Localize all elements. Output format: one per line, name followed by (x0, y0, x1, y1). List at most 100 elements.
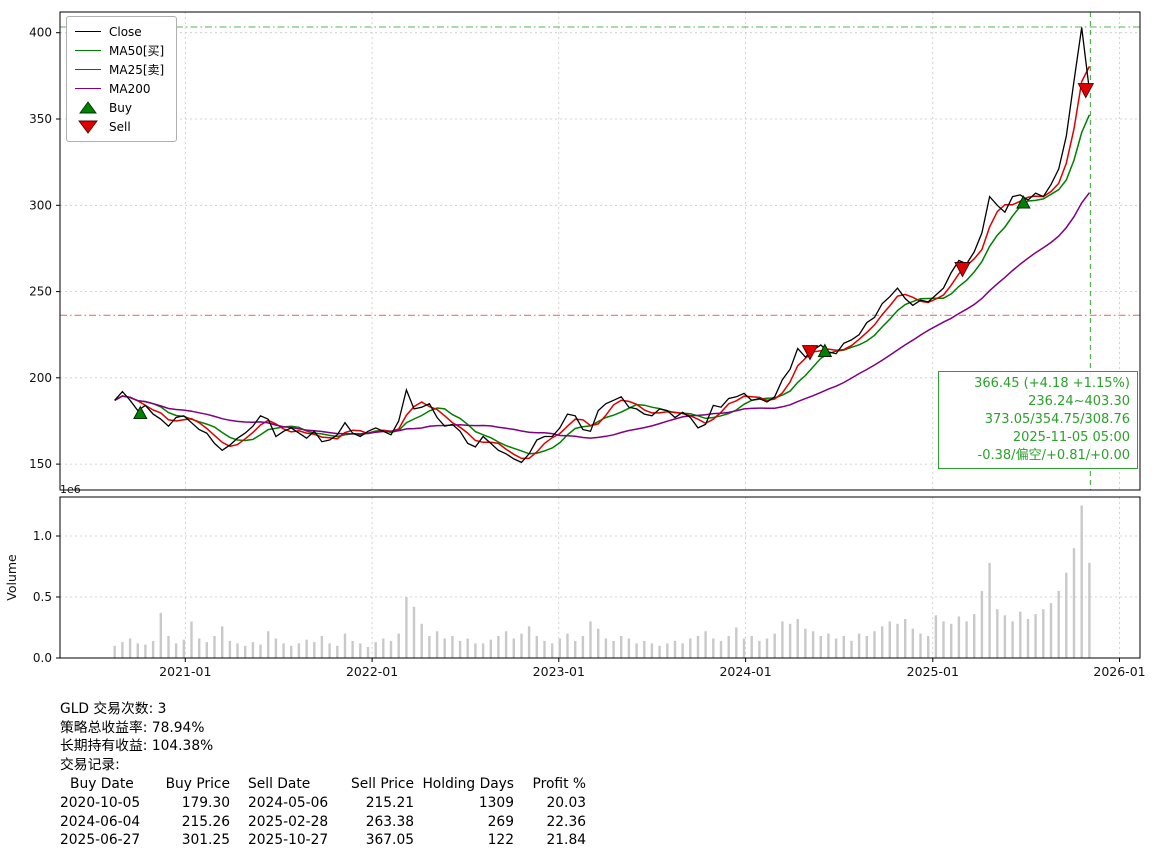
volume-bar (481, 643, 485, 658)
volume-bar (328, 643, 331, 658)
volume-bar (520, 633, 523, 658)
trade-record-cell: 22.36 (546, 813, 587, 830)
volume-bar (904, 619, 907, 658)
volume-bar (228, 640, 232, 658)
volume-bar (1042, 609, 1045, 658)
ma50-line-swatch (75, 50, 101, 51)
volume-bar (658, 645, 661, 658)
volume-bar (896, 623, 899, 658)
volume-bar (612, 640, 615, 658)
volume-axis-title: Volume (4, 554, 19, 601)
trade-record-cell: 1309 (478, 794, 514, 811)
volume-bar (666, 643, 669, 658)
volume-tick-label: 1.0 (33, 529, 52, 543)
legend-label: MA25[卖] (109, 63, 165, 77)
volume-bar (244, 645, 247, 658)
col-holding-days: Holding Days (422, 776, 514, 793)
trade-record-row: 2020-10-05 179.30 2024-05-06 215.21 1309 20.0… (60, 794, 586, 813)
volume-bar (735, 627, 738, 658)
x-tick-label: 2025-01 (907, 664, 959, 679)
volume-bar (934, 615, 938, 658)
col-profit-pct: Profit % (532, 776, 586, 793)
legend-item-buy: Buy (75, 98, 164, 117)
col-buy-price: Buy Price (165, 776, 230, 793)
volume-bar (566, 633, 569, 658)
volume-bar (190, 621, 193, 658)
annotation-ma-values: 373.05/354.75/308.76 (984, 412, 1130, 427)
volume-bar (1026, 619, 1030, 658)
y-tick-label: 300 (29, 198, 52, 212)
volume-bar (788, 623, 792, 658)
volume-bar (950, 623, 953, 658)
legend-item-ma25: MA25[卖] (75, 60, 164, 79)
volume-bar (1011, 621, 1014, 658)
volume-bar (167, 636, 170, 658)
volume-bar (765, 638, 769, 658)
sell-triangle-icon (78, 120, 98, 134)
volume-bar (581, 636, 585, 658)
summary-hold-return: 长期持有收益: 104.38% (60, 738, 214, 755)
ma200-line-swatch (75, 88, 101, 89)
volume-bar (1049, 603, 1053, 658)
legend-item-sell: Sell (75, 117, 164, 136)
volume-bar (704, 631, 707, 658)
trade-record-cell: 215.21 (365, 794, 414, 811)
trade-record-cell: 2025-06-27 (60, 832, 141, 849)
volume-bar (1003, 615, 1007, 658)
volume-bar (527, 626, 531, 658)
volume-bar (643, 640, 646, 658)
trade-table: Buy Date Buy Price Sell Date Sell Price … (60, 775, 586, 849)
volume-bar (182, 639, 185, 658)
volume-bar (213, 636, 216, 658)
volume-bar (627, 638, 631, 658)
price-plot-border (59, 11, 1141, 491)
volume-bar (819, 636, 822, 658)
legend-label: Close (109, 24, 142, 39)
y-tick-label: 250 (29, 285, 52, 299)
col-sell-price: Sell Price (351, 776, 414, 793)
buy-marker (1016, 195, 1031, 209)
volume-bar (351, 640, 354, 658)
volume-bar (865, 636, 868, 658)
volume-bar (389, 640, 393, 658)
y-tick-label: 400 (29, 26, 52, 40)
volume-bar (689, 638, 692, 658)
volume-bar (996, 609, 999, 658)
trade-record-cell: 301.25 (181, 832, 230, 849)
buy-marker (133, 405, 148, 420)
volume-bar (827, 633, 830, 658)
buy-marker (817, 343, 833, 357)
trade-record-cell: 179.30 (181, 794, 230, 811)
volume-bar (151, 640, 155, 658)
volume-bar (1080, 505, 1083, 658)
summary-strategy-return: 策略总收益率: 78.94% (60, 719, 205, 736)
legend-label: Sell (109, 119, 131, 134)
volume-bar (420, 623, 423, 658)
volume-bar (205, 642, 208, 658)
volume-bar (128, 638, 132, 658)
trade-record-cell: 2025-02-28 (248, 813, 329, 830)
sell-marker (801, 345, 819, 361)
volume-bar (673, 640, 677, 658)
volume-bar (543, 640, 546, 658)
volume-bar (366, 647, 370, 658)
trade-record-cell: 269 (487, 813, 514, 830)
volume-bar (850, 640, 853, 658)
volume-bar (512, 638, 515, 658)
volume-bar (458, 640, 462, 658)
price-annotation-box: 366.45 (+4.18 +1.15%) 236.24~403.30 373.… (938, 371, 1138, 469)
trade-record-row: 2025-06-27 301.25 2025-10-27 367.05 122 21.84 (60, 831, 586, 850)
volume-bar (397, 633, 400, 658)
y-tick-label: 350 (29, 112, 52, 126)
legend-label: MA50[买] (109, 44, 165, 58)
legend-label: MA200 (109, 81, 151, 96)
legend-item-ma200: MA200 (75, 79, 164, 98)
volume-bar (988, 562, 991, 658)
y-tick-label: 150 (29, 457, 52, 471)
volume-bar (359, 643, 362, 658)
trade-record-cell: 2024-06-04 (60, 813, 141, 830)
volume-bar (259, 644, 262, 658)
volume-bar (435, 631, 439, 658)
x-tick-label: 2024-01 (719, 664, 771, 679)
